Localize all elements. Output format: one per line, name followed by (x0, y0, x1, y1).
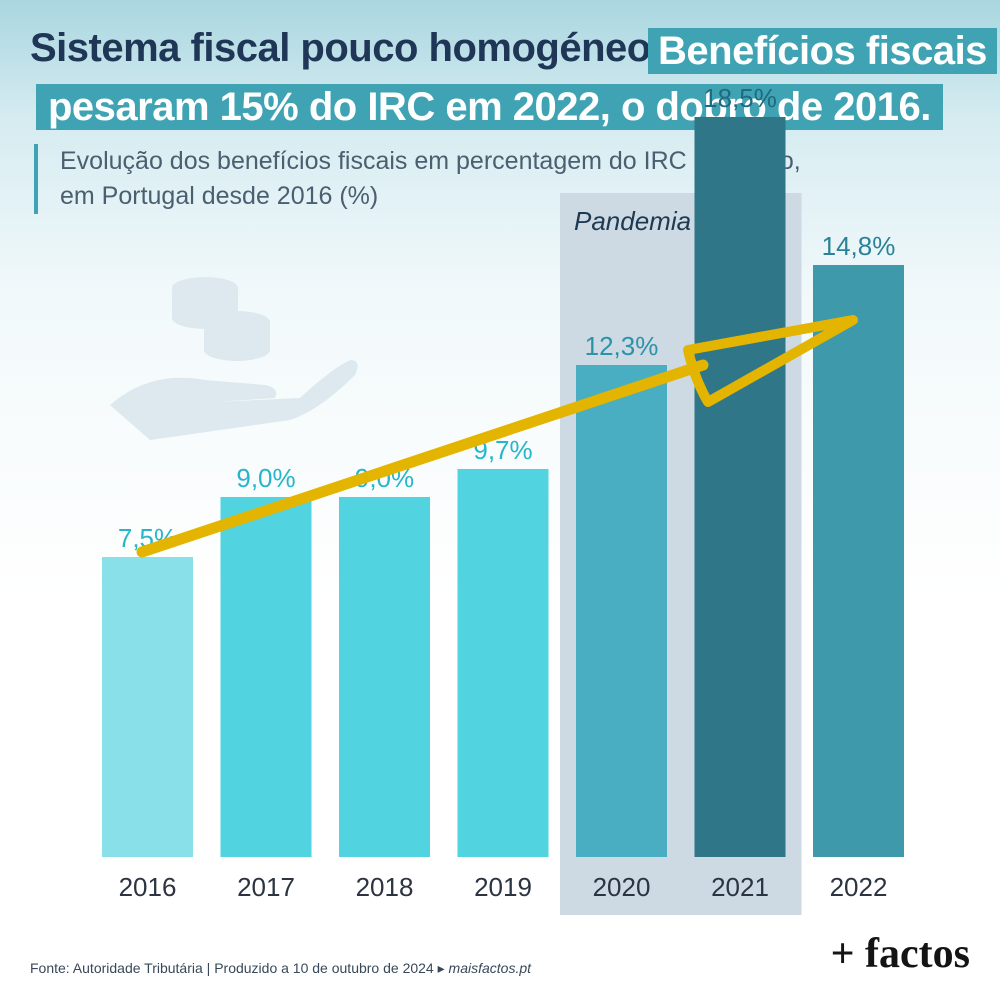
chart-subtitle: Evolução dos benefícios fiscais em perce… (34, 144, 880, 214)
source-footer: Fonte: Autoridade Tributária | Produzido… (30, 960, 531, 977)
category-label-2016: 2016 (119, 872, 177, 902)
subtitle-line-1: Evolução dos benefícios fiscais em perce… (60, 147, 801, 175)
coins-in-hand-icon (110, 277, 358, 440)
value-label-2017: 9,0% (236, 463, 295, 493)
value-label-2020: 12,3% (585, 331, 659, 361)
play-icon: ▸ (437, 960, 445, 976)
bar-2018 (339, 497, 430, 857)
production-date: Produzido a 10 de outubro de 2024 (214, 960, 434, 976)
pandemic-label: Pandemia (574, 206, 691, 236)
bar-2020 (576, 365, 667, 857)
source-text: Fonte: Autoridade Tributária (30, 960, 203, 976)
bar-2017 (220, 497, 312, 857)
footer-separator: | (206, 960, 211, 976)
bar-2022 (813, 265, 904, 857)
value-label-2022: 14,8% (822, 231, 896, 261)
category-label-2021: 2021 (711, 872, 769, 902)
category-label-2017: 2017 (237, 872, 295, 902)
bar-2021 (694, 117, 786, 857)
bar-2019 (457, 469, 549, 857)
title-highlight-1: Benefícios fiscais (648, 28, 997, 74)
subtitle-line-2: em Portugal desde 2016 (%) (60, 182, 379, 210)
bar-2016 (102, 557, 193, 857)
category-label-2019: 2019 (474, 872, 532, 902)
category-label-2022: 2022 (830, 872, 888, 902)
value-label-2021: 18,5% (703, 83, 777, 113)
category-label-2020: 2020 (593, 872, 651, 902)
category-label-2018: 2018 (356, 872, 414, 902)
site-link[interactable]: maisfactos.pt (448, 960, 532, 976)
trend-arrow-head (683, 315, 858, 407)
trend-arrow-shaft (136, 359, 709, 558)
brand-logo: + factos (830, 931, 970, 977)
title-line-1: Sistema fiscal pouco homogéneo. (30, 26, 662, 70)
